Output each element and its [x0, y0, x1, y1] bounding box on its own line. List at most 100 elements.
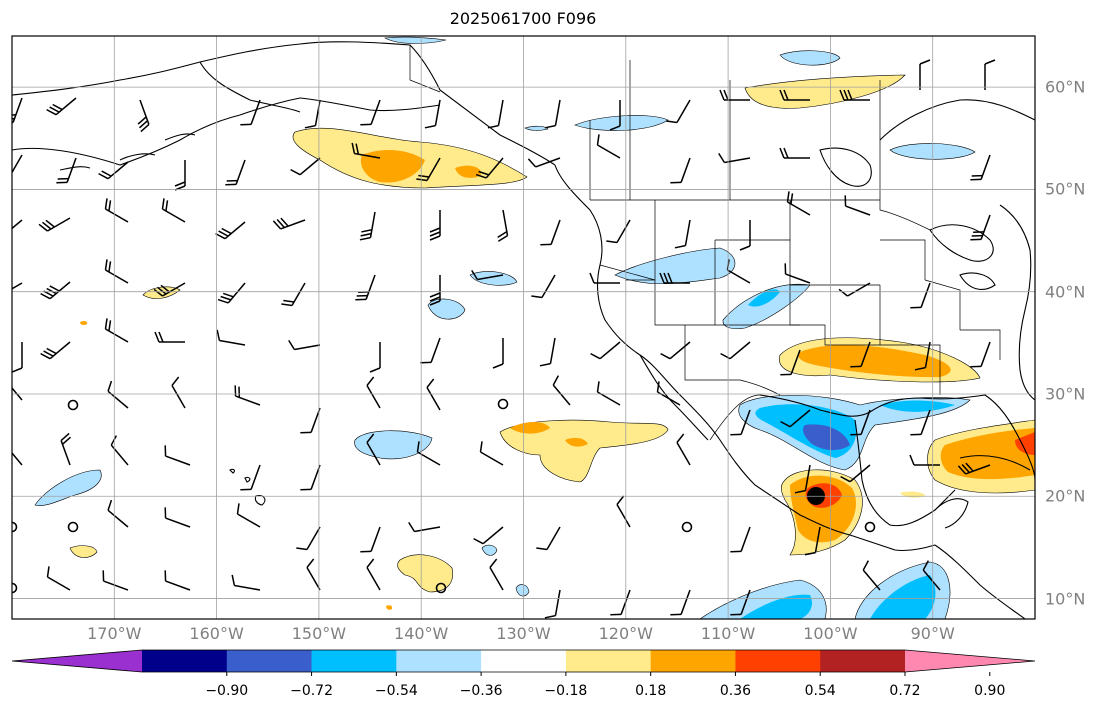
colorbar-segment: [481, 650, 567, 672]
wind-barb: [174, 160, 186, 191]
wind-barb: [659, 272, 690, 284]
field-positive-canada: [744, 74, 906, 109]
wind-barb: [12, 444, 23, 466]
longitude-label: 110°W: [700, 624, 756, 643]
wind-barb: [12, 219, 23, 238]
wind-barb: [730, 409, 751, 436]
longitude-label: 90°W: [910, 624, 955, 643]
wind-barb: [596, 381, 621, 406]
wind-barb: [794, 464, 811, 494]
wind-barb: [676, 433, 691, 466]
wind-barb: [839, 89, 870, 101]
colorbar-tick-label: −0.18: [544, 683, 588, 699]
wind-barb: [351, 142, 381, 159]
wind-barb: [107, 380, 129, 409]
wind-barb: [296, 526, 321, 551]
wind-barb: [281, 282, 306, 307]
wind-barb: [666, 99, 691, 124]
wind-barb: [272, 217, 306, 230]
wind-barb: [531, 274, 556, 299]
wind-barb: [970, 341, 991, 368]
wind-barb: [366, 558, 381, 591]
colorbar-segment: [142, 650, 228, 672]
wind-barb: [719, 89, 750, 101]
wind-barb: [360, 99, 381, 126]
wind-barb: [290, 157, 321, 176]
wind-barb: [838, 282, 871, 297]
wind-barb: [656, 381, 681, 406]
wind-barb: [110, 435, 129, 466]
wind-barb: [153, 282, 186, 297]
wind-barb: [784, 263, 811, 284]
wind-barb: [46, 566, 71, 591]
wind-barb: [910, 282, 931, 309]
latitude-label: 40°N: [1045, 282, 1086, 302]
wind-barb: [984, 59, 996, 90]
wind-barb: [46, 97, 77, 116]
colorbar-segment: [311, 650, 397, 672]
map-title: 2025061700 F096: [449, 9, 597, 28]
wind-barb: [720, 341, 751, 360]
wind-barb: [366, 376, 381, 409]
wind-barb: [479, 441, 504, 466]
wind-barb: [56, 157, 77, 184]
wind-barb: [475, 157, 504, 179]
wind-barb: [739, 220, 751, 251]
colorbar-segment: [820, 650, 906, 672]
wind-barb: [408, 521, 441, 533]
wind-barb: [660, 341, 691, 360]
wind-barb: [780, 349, 801, 376]
wind-barb: [957, 462, 991, 475]
wind-barb: [360, 526, 381, 553]
wind-barb: [426, 378, 441, 411]
wind-barb: [670, 157, 691, 184]
wind-barb: [359, 211, 376, 241]
wind-barb: [234, 385, 261, 406]
wind-barb: [12, 97, 23, 124]
colorbar-tick-label: 0.18: [635, 683, 667, 699]
wind-barb: [107, 499, 129, 528]
colorbar-segment: [396, 650, 482, 672]
wind-barb: [850, 341, 871, 368]
wind-barb: [98, 161, 129, 180]
wind-barb: [674, 219, 691, 249]
gridlines: [12, 36, 1035, 619]
wind-barb: [217, 282, 246, 304]
wind-barb: [104, 198, 129, 223]
colorbar-segment: [565, 650, 652, 672]
wind-barb: [590, 341, 621, 360]
wind-barb: [300, 464, 321, 491]
wind-barb: [606, 219, 631, 244]
wind-barb: [539, 337, 556, 367]
wind-barb: [215, 221, 246, 240]
wind-barb: [536, 526, 561, 551]
wind-barb: [540, 219, 561, 246]
longitude-label: 100°W: [803, 624, 858, 643]
wind-barb: [544, 589, 561, 619]
wind-barb: [12, 342, 23, 373]
wind-barb: [609, 100, 621, 131]
wind-barb: [429, 210, 441, 241]
wind-barb: [473, 526, 504, 545]
wind-barb: [471, 269, 504, 281]
wind-barb: [164, 507, 191, 528]
wind-barb: [306, 558, 321, 591]
colorbar-tick-label: −0.54: [374, 683, 418, 699]
colorbar-segment: [226, 650, 313, 672]
wind-barb: [429, 275, 441, 306]
wind-barb: [497, 209, 509, 242]
wind-barb: [910, 409, 931, 436]
latitude-label: 20°N: [1045, 486, 1086, 506]
wind-barb: [492, 338, 504, 369]
wind-barb: [40, 341, 71, 360]
map-area: [12, 36, 1035, 619]
latitude-label: 60°N: [1045, 77, 1086, 97]
colorbar-segment: [735, 650, 821, 672]
wind-barb: [164, 570, 191, 591]
map-frame: [11, 35, 1036, 620]
wind-barb: [225, 159, 246, 186]
colorbar-tick-label: 0.72: [889, 683, 921, 699]
colorbar-outline: [11, 649, 1036, 673]
wind-barb: [369, 342, 381, 373]
wind-barb: [610, 589, 631, 616]
